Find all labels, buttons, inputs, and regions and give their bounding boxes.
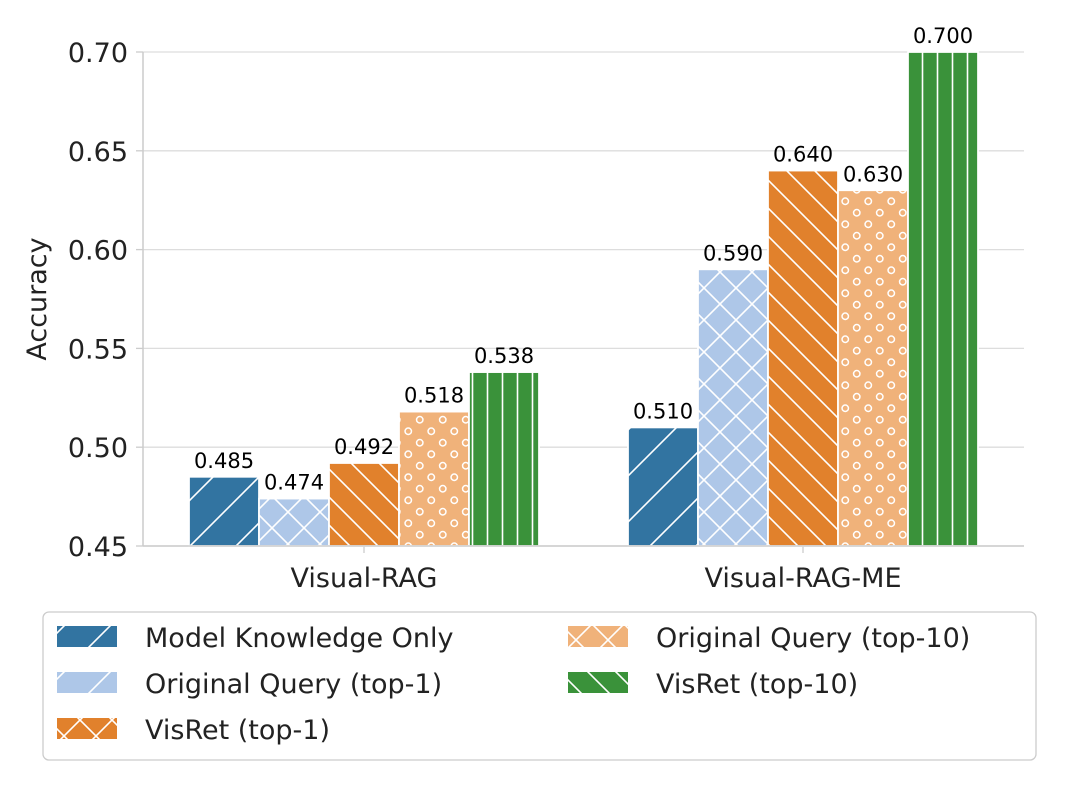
y-tick-label: 0.65 — [68, 137, 128, 168]
legend-label: VisRet (top-10) — [656, 669, 858, 700]
legend-swatch-hatch — [568, 672, 628, 693]
bar-value-label: 0.700 — [913, 24, 973, 48]
legend-label: Original Query (top-10) — [656, 623, 970, 654]
legend-swatch-hatch — [57, 626, 117, 647]
bar-value-labels: 0.485 0.474 0.492 0.518 0.538 0.510 0.590 0.640… — [194, 24, 973, 495]
legend-swatch-hatch — [568, 626, 628, 647]
bar-hatch — [468, 371, 540, 547]
bar-value-label: 0.510 — [633, 399, 693, 423]
bar-value-label: 0.630 — [843, 162, 903, 186]
y-tick-label: 0.70 — [68, 38, 128, 69]
legend-label: Model Knowledge Only — [145, 623, 454, 654]
y-tick-label: 0.45 — [68, 532, 128, 563]
tick-labels: 0.45 0.50 0.55 0.60 0.65 0.70 Visual-RAG Visual… — [68, 38, 902, 594]
bar-hatch — [627, 426, 699, 547]
legend-label: VisRet (top-1) — [145, 715, 330, 746]
bar-value-label: 0.590 — [703, 241, 763, 265]
bar-hatch — [258, 497, 330, 547]
bar-hatch — [398, 410, 470, 547]
legend-frame — [42, 611, 1037, 761]
x-tick-label: Visual-RAG-ME — [704, 563, 901, 594]
bar-value-label: 0.518 — [404, 384, 464, 408]
y-tick-label: 0.55 — [68, 334, 128, 365]
legend-label: Original Query (top-1) — [145, 669, 442, 700]
legend: Model Knowledge Only Original Query (top-… — [42, 611, 1037, 761]
bar-hatch — [837, 189, 909, 547]
bar-hatch — [767, 169, 839, 547]
bars — [188, 51, 979, 547]
y-tick-label: 0.60 — [68, 236, 128, 267]
x-tick-label: Visual-RAG — [291, 563, 438, 594]
axes — [142, 52, 1024, 547]
bar-hatch — [907, 51, 979, 547]
bar-value-label: 0.492 — [334, 435, 394, 459]
y-axis-title: Accuracy — [22, 237, 53, 360]
grid-lines — [136, 51, 1024, 553]
bar-hatch — [188, 476, 260, 547]
bar-value-label: 0.485 — [194, 449, 254, 473]
bar-value-label: 0.474 — [264, 471, 324, 495]
y-tick-label: 0.50 — [68, 433, 128, 464]
bar-value-label: 0.538 — [474, 344, 534, 368]
legend-swatch-hatch — [57, 718, 117, 739]
bar-hatch — [697, 268, 769, 547]
bar-value-label: 0.640 — [773, 143, 833, 167]
legend-swatch-hatch — [57, 672, 117, 693]
bar-hatch — [328, 462, 400, 547]
